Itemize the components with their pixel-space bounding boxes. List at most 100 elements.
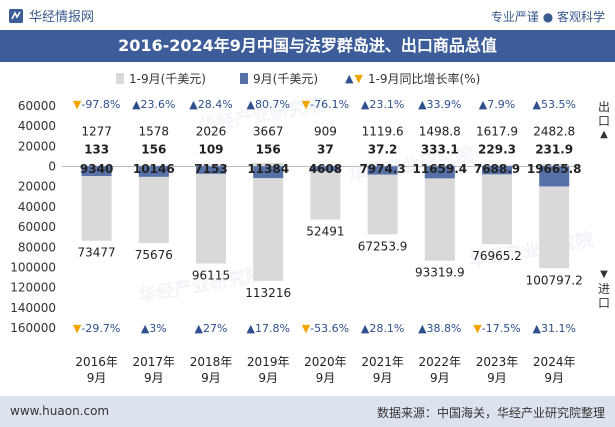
import-month-value: 9340 (80, 162, 113, 176)
export-yoy-label: ▲23.6% (132, 98, 175, 111)
export-cumulative-bar (196, 164, 226, 167)
up-triangle-icon: ▲ (418, 98, 427, 111)
top-bar: 华经情报网 专业严谨 ● 客观科学 (0, 0, 615, 30)
brand: 华经情报网 (8, 6, 94, 25)
import-month-bar (482, 166, 512, 175)
legend-swatch-month (240, 73, 248, 84)
chart-title: 2016-2024年9月中国与法罗群岛进、出口商品总值 (118, 36, 497, 55)
export-yoy-value: 28.4% (198, 98, 233, 111)
x-tick-line: 2017年 (133, 355, 176, 369)
export-cumulative-value: 1119.6 (362, 124, 404, 138)
export-cumulative-bar (310, 165, 341, 167)
legend-swatch-cumulative (116, 73, 124, 84)
y-tick-label: 60000 (18, 99, 56, 113)
import-yoy-label: ▲3% (141, 322, 167, 335)
import-cumulative-bar (138, 166, 169, 243)
x-tick-line: 9月 (87, 371, 107, 385)
import-cumulative-bar (367, 166, 398, 235)
x-tick-label: 2024年 9月 (533, 355, 576, 385)
import-cumulative-bar (482, 166, 512, 245)
import-yoy-value: -17.5% (482, 322, 521, 335)
import-yoy-value: 27% (203, 322, 227, 335)
export-cumulative-value: 1578 (139, 124, 170, 138)
x-tick-label: 2020年 9月 (304, 355, 347, 385)
import-cumulative-bar (196, 166, 226, 264)
export-month-value: 37.2 (368, 142, 398, 156)
import-yoy-label: ▲31.1% (532, 322, 575, 335)
y-tick-label: 40000 (18, 200, 56, 214)
import-yoy-label: ▲17.8% (246, 322, 289, 335)
legend-month-label: 9月(千美元) (253, 72, 318, 86)
legend-cumulative: 1-9月(千美元) (116, 70, 206, 87)
y-tick-label: 0 (48, 160, 56, 174)
export-yoy-value: -97.8% (81, 98, 120, 111)
export-month-value: 109 (198, 142, 223, 156)
import-yoy-label: ▲27% (195, 322, 228, 335)
x-tick-line: 9月 (373, 371, 393, 385)
up-triangle-icon: ▲ (141, 322, 150, 335)
x-tick-line: 9月 (487, 371, 507, 385)
export-month-value: 231.9 (535, 142, 573, 156)
export-side-label: 出口 ▲ (597, 100, 611, 142)
export-yoy-label: ▲28.4% (189, 98, 232, 111)
up-triangle-icon: ▲ (246, 322, 255, 335)
down-triangle-icon: ▼ (600, 269, 608, 280)
import-cumulative-value: 52491 (306, 225, 344, 239)
export-yoy-label: ▲33.9% (418, 98, 461, 111)
export-cumulative-bar (424, 165, 455, 167)
import-cumulative-value: 76965.2 (472, 249, 522, 263)
legend: 1-9月(千美元) 9月(千美元) ▲ ▼ 1-9月同比增长率(%) (0, 66, 615, 92)
x-tick-label: 2019年 9月 (247, 355, 290, 385)
import-month-bar (367, 166, 398, 175)
title-bar: 2016-2024年9月中国与法罗群岛进、出口商品总值 (0, 30, 615, 62)
y-tick-label: 120000 (10, 281, 56, 295)
export-cumulative-value: 2026 (196, 124, 227, 138)
import-month-value: 10146 (133, 162, 175, 176)
export-cumulative-bar (253, 162, 284, 167)
import-side-text: 进口 (597, 282, 610, 310)
footer-source: 数据来源：中国海关，华经产业研究院整理 (376, 406, 605, 420)
import-month-value: 7153 (194, 162, 227, 176)
import-cumulative-value: 113216 (245, 286, 291, 300)
legend-yoy-label: 1-9月同比增长率(%) (367, 72, 481, 86)
export-yoy-value: 33.9% (427, 98, 462, 111)
export-cumulative-bar (539, 164, 570, 167)
import-yoy-label: ▼-17.5% (473, 322, 520, 335)
export-cumulative-value: 1498.8 (419, 124, 461, 138)
x-tick-label: 2021年 9月 (361, 355, 404, 385)
import-month-value: 7688.9 (474, 162, 520, 176)
x-tick-line: 2024年 (533, 355, 576, 369)
y-tick-label: 160000 (10, 321, 56, 335)
huajing-logo-icon (9, 8, 23, 23)
up-triangle-icon: ▲ (532, 322, 541, 335)
legend-yoy: ▲ ▼ 1-9月同比增长率(%) (345, 70, 480, 87)
export-yoy-value: -76.1% (310, 98, 349, 111)
y-tick-label: 140000 (10, 301, 56, 315)
up-triangle-icon: ▲ (479, 98, 488, 111)
x-tick-label: 2016年 9月 (75, 355, 118, 385)
import-cumulative-bar (81, 166, 112, 241)
x-tick-line: 9月 (144, 371, 164, 385)
export-yoy-label: ▼-76.1% (302, 98, 349, 111)
import-yoy-label: ▲28.1% (361, 322, 404, 335)
y-tick-label: 20000 (18, 180, 56, 194)
x-tick-line: 2022年 (419, 355, 462, 369)
import-cumulative-value: 67253.9 (358, 239, 408, 253)
up-triangle-icon: ▲ (361, 98, 370, 111)
export-yoy-label: ▲7.9% (479, 98, 515, 111)
import-side-label: ▼ 进口 (597, 268, 611, 310)
footer: www.huaon.com 数据来源：中国海关，华经产业研究院整理 (0, 396, 615, 427)
export-cumulative-value: 1617.9 (476, 124, 518, 138)
import-yoy-value: 3% (149, 322, 166, 335)
export-month-value: 333.1 (421, 142, 459, 156)
x-tick-line: 9月 (201, 371, 221, 385)
export-month-value: 156 (141, 142, 166, 156)
legend-month: 9月(千美元) (240, 70, 318, 87)
down-triangle-icon: ▼ (73, 322, 82, 335)
import-cumulative-value: 75676 (135, 248, 173, 262)
export-yoy-value: 80.7% (255, 98, 290, 111)
import-cumulative-bar (253, 166, 284, 281)
export-month-value: 37 (317, 142, 334, 156)
export-cumulative-bar (138, 164, 169, 167)
tagline: 专业严谨 ● 客观科学 (490, 10, 605, 24)
